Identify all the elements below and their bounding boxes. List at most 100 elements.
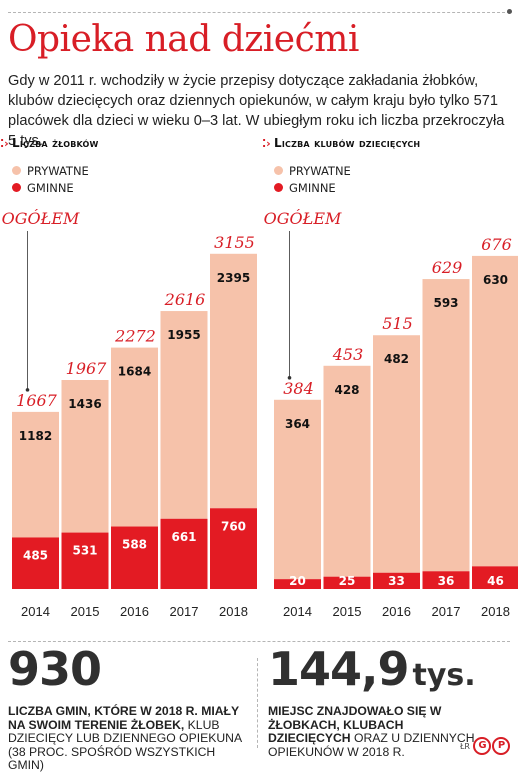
bar-private <box>12 411 59 538</box>
stat-gminas-number: 930 <box>8 646 102 692</box>
value-label-public: 36 <box>438 574 455 588</box>
stat-gminas-description: LICZBA GMIN, KTÓRE W 2018 R. MIAŁY NA SW… <box>8 704 253 773</box>
value-label-public: 46 <box>487 574 504 588</box>
bar-private <box>160 311 208 519</box>
value-label-private: 630 <box>483 273 508 287</box>
logo-letter-g: G <box>473 737 491 755</box>
total-annotation-dot <box>25 388 30 392</box>
bar-public <box>210 508 257 589</box>
chart-plot-area: 364 20 384 2014 428 25 453 2015 482 33 515 2016 593 3… <box>264 208 518 619</box>
value-label-public: 485 <box>23 548 48 562</box>
page-title: Opieka nad dziećmi <box>8 19 359 60</box>
top-dashed-rule <box>8 12 510 13</box>
stat-gminas-regular: KLUB DZIECIĘCY LUB DZIENNEGO OPIEKUNA (3… <box>8 717 242 772</box>
legend-public-label: GMINNE <box>289 181 336 195</box>
bar-private <box>111 347 158 527</box>
logo-letter-p: P <box>492 737 510 755</box>
total-label: 1967 <box>66 359 108 378</box>
stat-places-bold: MIEJSC ZNAJDOWAŁO SIĘ W ŻŁOBKACH, KLUBAC… <box>268 704 442 745</box>
legend-public-swatch <box>274 183 283 192</box>
x-tick-label: 2018 <box>219 604 248 619</box>
total-label: 629 <box>432 258 463 277</box>
value-label-public: 760 <box>221 519 246 533</box>
bar-public <box>472 566 518 589</box>
title-marker-icon: ⁚› <box>262 137 271 150</box>
legend-private: PRYWATNE <box>12 164 89 178</box>
value-label-private: 428 <box>334 383 359 397</box>
total-label: 2616 <box>164 290 206 309</box>
value-label-private: 1436 <box>68 397 101 411</box>
stat-places-unit: tys. <box>412 658 476 693</box>
bar-private <box>323 365 371 577</box>
value-label-public: 25 <box>339 574 356 588</box>
value-label-public: 661 <box>171 530 196 544</box>
stat-places-number: 144,9 tys. <box>268 646 476 692</box>
value-label-private: 1684 <box>118 365 151 379</box>
total-annotation-label: OGÓŁEM <box>2 208 80 228</box>
bar-public <box>323 576 371 589</box>
stat-places-regular: ORAZ U DZIENNYCH OPIEKUNÓW W 2018 R. <box>268 731 475 759</box>
value-label-private: 1182 <box>19 429 52 443</box>
title-marker-icon: ⁚› <box>0 137 9 150</box>
total-label: 676 <box>481 235 512 254</box>
value-label-public: 531 <box>72 544 97 558</box>
value-label-private: 593 <box>433 296 458 310</box>
x-tick-label: 2016 <box>382 604 411 619</box>
author-credit: ŁR <box>459 742 470 751</box>
x-tick-label: 2015 <box>71 604 100 619</box>
chart-title: Liczba klubów dziecięcych <box>274 136 421 150</box>
value-label-public: 588 <box>122 538 147 552</box>
bar-public <box>12 537 59 589</box>
bar-private <box>422 279 470 572</box>
x-tick-label: 2014 <box>283 604 312 619</box>
bar-private <box>61 380 109 533</box>
legend-public: GMINNE <box>274 181 336 195</box>
value-label-private: 1955 <box>167 328 200 342</box>
x-tick-label: 2016 <box>120 604 149 619</box>
legend-private: PRYWATNE <box>274 164 351 178</box>
chart-nurseries: ⁚› Liczba żłobków PRYWATNE GMINNE 1182 48… <box>0 132 257 622</box>
bar-public <box>422 571 470 589</box>
bar-private <box>210 253 257 509</box>
stats-separator <box>257 658 258 748</box>
legend-private-label: PRYWATNE <box>289 164 351 178</box>
stat-gminas-bold: LICZBA GMIN, KTÓRE W 2018 R. MIAŁY NA SW… <box>8 704 239 732</box>
bar-public <box>274 579 321 589</box>
stat-places-value: 144,9 <box>268 642 410 696</box>
chart-plot-area: 1182 485 1667 2014 1436 531 1967 2015 1684 588 227… <box>2 208 257 619</box>
legend-public-swatch <box>12 183 21 192</box>
legend-private-swatch <box>12 166 21 175</box>
total-label: 453 <box>332 345 364 364</box>
chart-child-clubs: ⁚› Liczba klubów dziecięcych PRYWATNE GM… <box>262 132 518 622</box>
bottom-dashed-rule <box>8 641 510 642</box>
bar-public <box>61 532 109 589</box>
legend-public-label: GMINNE <box>27 181 74 195</box>
x-tick-label: 2018 <box>481 604 510 619</box>
total-label: 2272 <box>114 327 156 346</box>
x-tick-label: 2017 <box>432 604 461 619</box>
bar-private <box>274 399 321 580</box>
x-tick-label: 2015 <box>333 604 362 619</box>
value-label-public: 33 <box>388 574 405 588</box>
total-annotation-label: OGÓŁEM <box>264 208 342 228</box>
legend-private-swatch <box>274 166 283 175</box>
legend-private-label: PRYWATNE <box>27 164 89 178</box>
bar-public <box>373 572 420 589</box>
bar-public <box>111 526 158 589</box>
total-annotation-dot <box>287 375 292 380</box>
bar-private <box>373 335 420 573</box>
value-label-private: 2395 <box>217 271 250 285</box>
legend-public: GMINNE <box>12 181 74 195</box>
total-label: 1667 <box>16 391 58 410</box>
x-tick-label: 2017 <box>170 604 199 619</box>
total-label: 384 <box>283 379 314 398</box>
bar-public <box>160 518 208 589</box>
x-tick-label: 2014 <box>21 604 50 619</box>
stat-gminas-value: 930 <box>8 642 102 696</box>
intro-text: Gdy w 2011 r. wchodziły w życie przepisy… <box>8 73 505 149</box>
value-label-public: 20 <box>289 574 306 588</box>
total-label: 3155 <box>214 233 255 252</box>
stat-places-description: MIEJSC ZNAJDOWAŁO SIĘ W ŻŁOBKACH, KLUBAC… <box>268 704 483 759</box>
value-label-private: 482 <box>384 352 409 366</box>
